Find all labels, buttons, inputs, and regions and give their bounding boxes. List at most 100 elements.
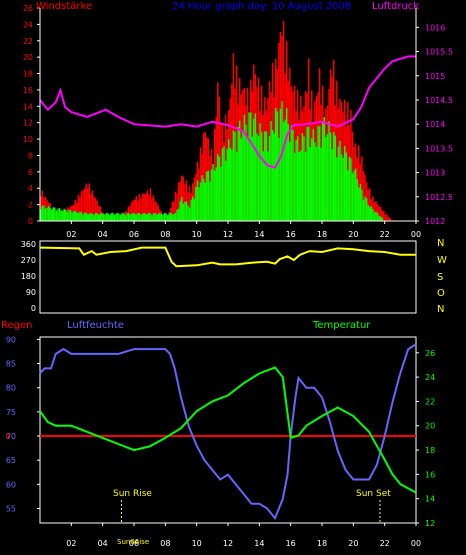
humidity-tick-label: 55 xyxy=(6,505,16,514)
wind-bar xyxy=(347,170,349,221)
wind-bar xyxy=(46,207,48,221)
wind-bar xyxy=(187,205,189,221)
wind-bar xyxy=(113,214,116,221)
pressure-tick-label: 1013 xyxy=(425,169,445,178)
wind-bar xyxy=(144,214,147,221)
rain-zero-label: 0 xyxy=(5,432,10,441)
wind-bar xyxy=(118,213,120,221)
wind-bar xyxy=(340,154,343,221)
wind-bar xyxy=(339,140,341,221)
wind-bar xyxy=(276,111,279,221)
gust-bar xyxy=(138,193,141,221)
wind-bar xyxy=(237,126,239,221)
temperature-tick-label: 20 xyxy=(425,422,435,431)
wind-bar xyxy=(314,142,316,221)
hour-tick-label: 02 xyxy=(66,539,76,548)
wind-bar xyxy=(83,212,86,221)
gust-bar xyxy=(76,202,78,221)
humidity-tick-label: 90 xyxy=(6,335,16,344)
wind-bar xyxy=(107,213,109,221)
wind-bar xyxy=(127,212,130,221)
wind-bar xyxy=(130,214,133,221)
wind-bar xyxy=(381,217,384,221)
wind-bar xyxy=(224,160,227,221)
wind-bar xyxy=(50,209,53,221)
humidity-tick-label: 70 xyxy=(6,432,16,441)
wind-bar xyxy=(43,205,45,221)
wind-bar xyxy=(229,147,232,221)
wind-bar xyxy=(289,142,291,221)
wind-bar xyxy=(202,178,205,221)
wind-bar xyxy=(71,212,73,221)
wind-bar xyxy=(268,136,271,221)
wind-bar xyxy=(220,166,222,221)
wind-bar xyxy=(138,213,141,221)
gust-bar xyxy=(282,21,285,221)
humidity-temperature-panel: 55 60 65 70 75 80 85 90 12 14 16 18 20 22 24 26 02 04 06 08… xyxy=(5,335,435,548)
gust-bar xyxy=(347,102,349,221)
wind-bar xyxy=(267,151,269,221)
wind-bar xyxy=(249,112,252,221)
gust-bar xyxy=(87,187,89,221)
pressure-tick-label: 1012.5 xyxy=(425,193,453,202)
hour-tick-label: 04 xyxy=(98,230,108,239)
gust-bar xyxy=(83,188,86,221)
pressure-line xyxy=(39,55,416,169)
direction-tick-label: 90 xyxy=(26,288,36,297)
pressure-tick-label: 1014 xyxy=(425,120,445,129)
wind-bar xyxy=(90,212,92,221)
wind-bar xyxy=(292,129,294,221)
wind-bar xyxy=(91,213,94,221)
wind-bar xyxy=(337,146,340,221)
wind-bar xyxy=(171,214,174,221)
wind-bar xyxy=(328,121,330,221)
gust-bar xyxy=(358,145,360,221)
wind-bar xyxy=(345,152,347,221)
wind-bar xyxy=(198,187,200,221)
wind-bar xyxy=(378,216,380,221)
temperature-tick-label: 18 xyxy=(425,446,435,455)
wind-tick-label: 24 xyxy=(23,20,33,29)
wind-bar xyxy=(246,136,249,221)
wind-tick-label: 18 xyxy=(23,70,33,79)
wind-bar xyxy=(365,198,368,221)
hour-tick-label: 12 xyxy=(223,230,233,239)
gust-bar xyxy=(387,216,390,221)
wind-bar xyxy=(112,212,114,221)
humidity-tick-label: 60 xyxy=(6,480,16,489)
temperature-line xyxy=(39,366,417,494)
wind-bar xyxy=(373,212,376,221)
wind-bar xyxy=(309,147,311,221)
pressure-tick-label: 1014.5 xyxy=(425,96,453,105)
pressure-tick-label: 1013.5 xyxy=(425,144,453,153)
wind-bar xyxy=(331,149,333,221)
wind-bar xyxy=(304,151,307,221)
wind-bar xyxy=(54,207,56,221)
wind-tick-label: 14 xyxy=(23,102,33,111)
wind-bar xyxy=(137,213,139,221)
wind-bar xyxy=(69,210,72,221)
gust-bar xyxy=(149,188,152,221)
wind-bar xyxy=(129,214,131,221)
gust-bar xyxy=(386,214,388,221)
gust-bar xyxy=(94,198,97,221)
wind-bar xyxy=(361,189,363,221)
gust-bar xyxy=(336,80,338,221)
wind-bar xyxy=(170,212,172,221)
wind-bar xyxy=(285,108,288,221)
hour-tick-label: 18 xyxy=(317,539,327,548)
wind-bar xyxy=(364,196,366,221)
gust-bar xyxy=(278,42,280,222)
direction-line xyxy=(39,246,416,268)
wind-bar xyxy=(196,180,199,221)
pressure-tick-label: 1015.5 xyxy=(425,48,453,57)
wind-bar xyxy=(260,132,263,221)
wind-bar xyxy=(149,213,152,221)
wind-bar xyxy=(61,210,64,221)
wind-pressure-panel: 0246810121416182022242610121012.51013101… xyxy=(23,4,453,239)
sunrise-label: Sun Rise xyxy=(113,489,152,499)
wind-bar xyxy=(369,207,371,221)
wind-bar xyxy=(152,213,155,221)
gust-bar xyxy=(96,200,98,221)
gust-bar xyxy=(182,176,185,221)
